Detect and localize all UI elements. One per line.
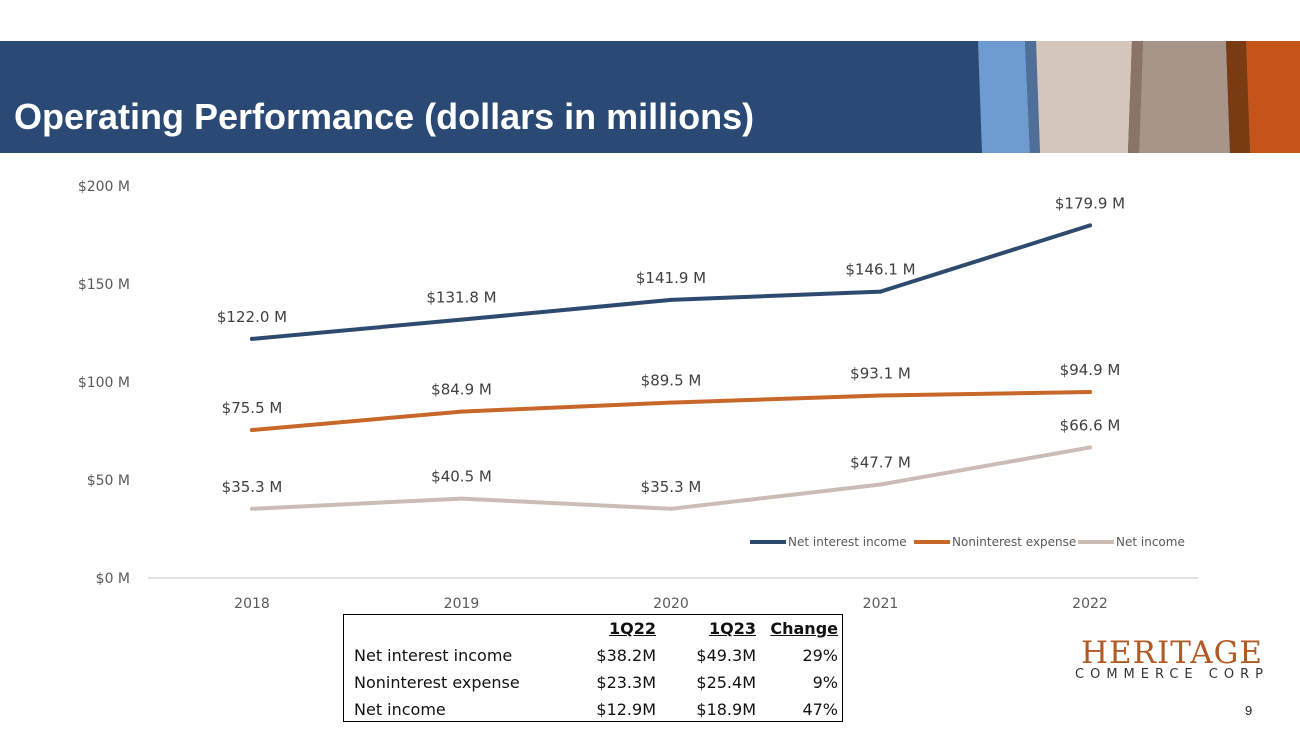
page-title: Operating Performance (dollars in millio… — [14, 96, 755, 137]
stripe-light-blue — [978, 41, 1030, 153]
data-point-net-income — [1088, 445, 1092, 450]
heritage-logo: HERITAGE COMMERCE CORP — [1062, 636, 1282, 686]
data-point-net-interest-income — [669, 297, 673, 302]
cell-1q22: $12.9M — [596, 700, 656, 719]
x-tick-label: 2021 — [863, 596, 899, 612]
table-row: Net interest income $38.2M $49.3M 29% — [344, 642, 842, 669]
data-point-noninterest-expense — [878, 393, 883, 398]
data-label-net-income: $40.5 M — [431, 468, 492, 486]
data-label-noninterest-expense: $93.1 M — [850, 365, 911, 383]
data-label-noninterest-expense: $89.5 M — [641, 372, 702, 390]
row-label: Net interest income — [354, 646, 513, 665]
data-point-net-interest-income — [1088, 223, 1092, 228]
y-tick-label: $150 M — [78, 277, 130, 293]
page-number: 9 — [1245, 703, 1253, 718]
stripe-beige — [1036, 41, 1132, 153]
decorative-stripes — [978, 41, 1300, 153]
data-point-net-income — [250, 506, 254, 511]
series-line-noninterest-expense — [250, 389, 1092, 433]
legend-label-net-interest-income: Net interest income — [788, 535, 907, 549]
data-label-net-income: $35.3 M — [222, 478, 283, 496]
data-point-noninterest-expense — [459, 409, 464, 414]
data-label-net-interest-income: $122.0 M — [217, 308, 287, 326]
data-point-net-income — [669, 506, 673, 511]
data-label-net-interest-income: $146.1 M — [845, 261, 915, 279]
table-header-row: 1Q22 1Q23 Change — [344, 615, 842, 642]
stripe-orange — [1246, 41, 1300, 153]
data-label-noninterest-expense: $94.9 M — [1060, 361, 1121, 379]
logo-subtitle: COMMERCE CORP — [1075, 667, 1269, 682]
logo-wordmark: HERITAGE — [1080, 635, 1263, 671]
y-tick-label: $100 M — [78, 375, 130, 391]
y-tick-label: $0 M — [96, 571, 130, 587]
y-axis: $0 M $50 M $100 M $150 M $200 M — [78, 179, 130, 587]
data-label-net-interest-income: $131.8 M — [426, 289, 496, 307]
data-labels: $122.0 M $131.8 M $141.9 M $146.1 M $179.9 M… — [217, 194, 1125, 495]
x-tick-label: 2020 — [653, 596, 689, 612]
data-point-net-interest-income — [250, 336, 254, 341]
cell-change: 47% — [802, 700, 838, 719]
data-label-net-income: $35.3 M — [641, 478, 702, 496]
cell-1q23: $49.3M — [696, 646, 756, 665]
x-tick-label: 2022 — [1072, 596, 1108, 612]
table-row: Net income $12.9M $18.9M 47% — [344, 696, 842, 723]
cell-1q23: $18.9M — [696, 700, 756, 719]
data-point-noninterest-expense — [250, 428, 254, 433]
legend-label-noninterest-expense: Noninterest expense — [952, 535, 1076, 549]
data-point-net-interest-income — [459, 317, 464, 322]
stripe-taupe — [1139, 41, 1230, 153]
data-point-noninterest-expense — [669, 400, 673, 405]
data-point-noninterest-expense — [1088, 389, 1092, 394]
row-label: Net income — [354, 700, 446, 719]
cell-1q22: $23.3M — [596, 673, 656, 692]
data-point-net-income — [878, 482, 883, 487]
legend: Net interest income Noninterest expense Ne… — [750, 535, 1185, 549]
cell-1q23: $25.4M — [696, 673, 756, 692]
row-label: Noninterest expense — [354, 673, 520, 692]
data-label-noninterest-expense: $75.5 M — [222, 399, 283, 417]
x-axis: 2018 2019 2020 2021 2022 — [234, 596, 1108, 612]
header-cell-change: Change — [770, 619, 838, 638]
data-label-net-interest-income: $179.9 M — [1055, 194, 1125, 212]
y-tick-label: $50 M — [87, 473, 130, 489]
cell-1q22: $38.2M — [596, 646, 656, 665]
data-label-net-income: $47.7 M — [850, 454, 911, 472]
header-cell-1q23: 1Q23 — [709, 619, 756, 638]
data-label-net-income: $66.6 M — [1060, 416, 1121, 434]
data-label-noninterest-expense: $84.9 M — [431, 381, 492, 399]
stripe-dark-taupe — [1128, 41, 1143, 153]
x-tick-label: 2019 — [444, 596, 480, 612]
table-row: Noninterest expense $23.3M $25.4M 9% — [344, 669, 842, 696]
quarterly-summary-table: 1Q22 1Q23 Change Net interest income $38… — [343, 614, 843, 722]
data-point-net-interest-income — [878, 289, 883, 294]
cell-change: 29% — [802, 646, 838, 665]
stripe-steel — [1025, 41, 1040, 153]
y-tick-label: $200 M — [78, 179, 130, 195]
x-tick-label: 2018 — [234, 596, 270, 612]
legend-label-net-income: Net income — [1116, 535, 1185, 549]
data-point-net-income — [459, 496, 464, 501]
cell-change: 9% — [812, 673, 838, 692]
data-label-net-interest-income: $141.9 M — [636, 269, 706, 287]
header-cell-1q22: 1Q22 — [609, 619, 656, 638]
line-chart: $0 M $50 M $100 M $150 M $200 M 2018 2019 2020… — [78, 179, 1198, 612]
stripe-brown — [1226, 41, 1250, 153]
series-lines — [250, 223, 1092, 511]
